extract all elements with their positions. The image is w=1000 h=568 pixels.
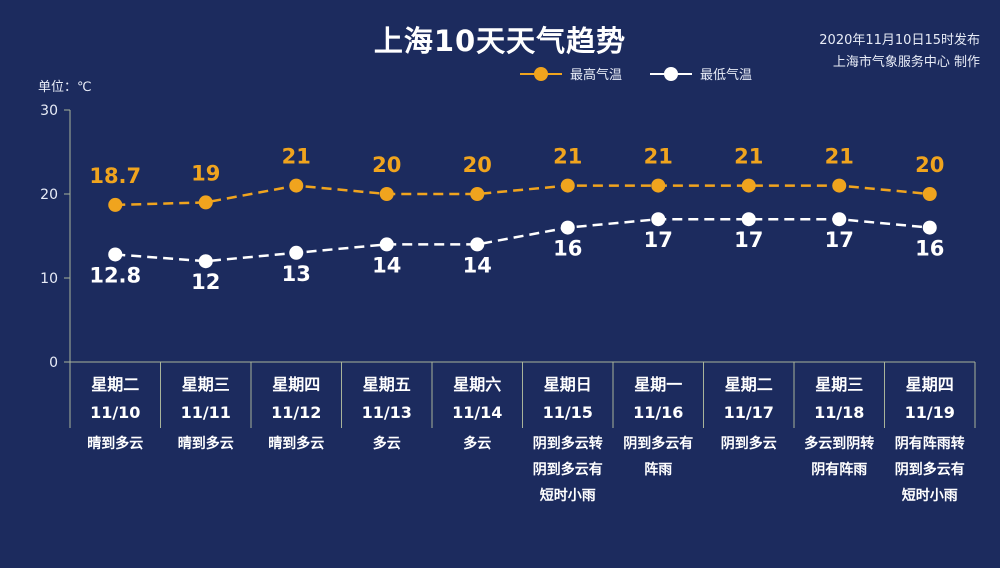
legend-low-label: 最低气温 bbox=[700, 68, 753, 83]
x-weather-label: 阴到多云转 bbox=[533, 435, 603, 452]
legend-high-label: 最高气温 bbox=[570, 68, 623, 83]
series-low-data-label: 17 bbox=[734, 228, 763, 252]
series-high-point bbox=[379, 187, 394, 201]
series-low-point bbox=[922, 220, 937, 235]
series-high-data-label: 21 bbox=[282, 145, 311, 169]
y-tick-label: 0 bbox=[49, 355, 58, 371]
x-date-label: 11/15 bbox=[543, 403, 593, 422]
legend-low: 最低气温 bbox=[650, 64, 752, 83]
x-weather-label: 阴有阵雨转 bbox=[895, 435, 965, 452]
x-weekday-label: 星期一 bbox=[634, 375, 682, 394]
publish-info: 2020年11月10日15时发布 上海市气象服务中心 制作 bbox=[819, 30, 980, 74]
series-high-data-label: 21 bbox=[644, 145, 673, 169]
legend-high-swatch bbox=[520, 66, 562, 81]
series-low-point bbox=[651, 212, 666, 227]
series-high-point bbox=[470, 187, 485, 201]
x-date-label: 11/14 bbox=[452, 403, 502, 422]
series-low-point bbox=[832, 212, 847, 227]
y-tick-label: 30 bbox=[40, 103, 58, 119]
x-weather-label: 短时小雨 bbox=[540, 487, 596, 504]
series-high-line bbox=[115, 184, 930, 207]
x-weather-label: 阴到多云有 bbox=[623, 435, 693, 452]
x-weekday-label: 星期六 bbox=[453, 375, 501, 394]
legend: 最高气温 最低气温 bbox=[520, 64, 780, 83]
x-weather-label: 阵雨 bbox=[644, 461, 672, 478]
series-low-line bbox=[115, 217, 930, 263]
series-low-data-label: 12 bbox=[191, 270, 220, 294]
series-low-data-label: 17 bbox=[825, 228, 854, 252]
series-low-data-label: 17 bbox=[644, 228, 673, 252]
x-weather-label: 晴到多云 bbox=[87, 435, 143, 452]
series-high-data-label: 19 bbox=[191, 161, 220, 185]
x-date-label: 11/11 bbox=[181, 403, 231, 422]
series-low-data-label: 16 bbox=[915, 237, 944, 261]
x-weekday-label: 星期三 bbox=[815, 375, 863, 394]
x-weekday-label: 星期二 bbox=[91, 375, 139, 394]
y-tick-label: 10 bbox=[40, 271, 58, 287]
legend-high: 最高气温 bbox=[520, 64, 622, 83]
x-weather-label: 晴到多云 bbox=[178, 435, 234, 452]
unit-label: 单位：℃ bbox=[38, 80, 92, 95]
series-low-point bbox=[379, 237, 394, 252]
series-high-point bbox=[108, 197, 123, 212]
series-high-point bbox=[198, 195, 213, 210]
x-weekday-label: 星期四 bbox=[906, 375, 954, 394]
series-low-data-label: 14 bbox=[372, 253, 401, 277]
series-low-point bbox=[470, 237, 485, 252]
x-weekday-label: 星期日 bbox=[544, 375, 592, 394]
series-high-point bbox=[289, 178, 304, 193]
x-date-label: 11/16 bbox=[633, 403, 683, 422]
publisher: 上海市气象服务中心 制作 bbox=[832, 55, 980, 70]
x-weather-label: 多云 bbox=[463, 435, 491, 452]
y-tick-label: 20 bbox=[40, 187, 58, 203]
series-low-data-label: 14 bbox=[463, 253, 492, 277]
x-weekday-label: 星期五 bbox=[363, 375, 411, 394]
series-high-data-label: 21 bbox=[825, 145, 854, 169]
series-low-data-label: 13 bbox=[282, 262, 311, 286]
series-high-data-label: 18.7 bbox=[89, 164, 141, 188]
series-low-data-label: 12.8 bbox=[89, 263, 141, 287]
x-weather-label: 晴到多云 bbox=[268, 435, 324, 452]
series-high-data-label: 20 bbox=[915, 153, 944, 177]
x-date-label: 11/18 bbox=[814, 403, 864, 422]
x-weekday-label: 星期三 bbox=[182, 375, 230, 394]
series-low-point bbox=[289, 245, 304, 260]
series-high-data-label: 21 bbox=[553, 145, 582, 169]
series-high-point bbox=[832, 178, 847, 193]
x-weekday-label: 星期四 bbox=[272, 375, 320, 394]
x-weather-label: 多云 bbox=[373, 435, 401, 452]
x-date-label: 11/17 bbox=[724, 403, 774, 422]
x-weather-label: 短时小雨 bbox=[902, 487, 958, 504]
x-weather-label: 阴到多云有 bbox=[533, 461, 603, 478]
x-weekday-label: 星期二 bbox=[725, 375, 773, 394]
x-weather-label: 阴有阵雨 bbox=[811, 461, 867, 478]
series-high-data-label: 20 bbox=[372, 153, 401, 177]
x-weather-label: 多云到阴转 bbox=[804, 435, 874, 452]
x-weather-label: 阴到多云 bbox=[721, 435, 777, 452]
chart-title: 上海10天天气趋势 bbox=[373, 24, 627, 58]
series-high-data-label: 20 bbox=[463, 153, 492, 177]
series-low-data-label: 16 bbox=[553, 237, 582, 261]
series-low-point bbox=[560, 220, 575, 235]
legend-low-swatch bbox=[650, 66, 693, 81]
x-date-label: 11/12 bbox=[271, 403, 321, 422]
series-high-point bbox=[560, 178, 575, 193]
series-low-point bbox=[108, 247, 123, 262]
series-high-data-label: 21 bbox=[734, 145, 763, 169]
series-low-point bbox=[741, 212, 756, 227]
x-date-label: 11/13 bbox=[362, 403, 412, 422]
series-low-point bbox=[198, 254, 213, 269]
publish-time: 2020年11月10日15时发布 bbox=[819, 33, 980, 48]
x-date-label: 11/10 bbox=[90, 403, 140, 422]
series-high-point bbox=[651, 178, 666, 193]
x-date-label: 11/19 bbox=[905, 403, 955, 422]
x-weather-label: 阴到多云有 bbox=[895, 461, 965, 478]
series-high-point bbox=[741, 178, 756, 193]
series-high-point bbox=[922, 187, 937, 201]
